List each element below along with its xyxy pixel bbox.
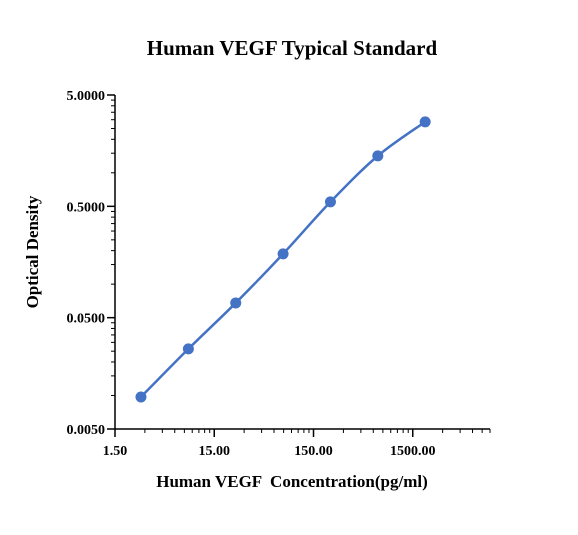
y-tick-label: 0.0050 <box>67 423 106 438</box>
point <box>182 343 194 355</box>
x-tick-label: 1.50 <box>103 444 128 459</box>
x-tick-label: 15.00 <box>199 444 231 459</box>
point <box>324 196 336 208</box>
y-axis-title: Optical Density <box>23 195 42 308</box>
point <box>135 391 147 403</box>
point <box>372 150 384 162</box>
x-axis-title: Human VEGF Concentration(pg/ml) <box>156 472 428 491</box>
x-tick-label: 150.00 <box>294 444 333 459</box>
chart-title: Human VEGF Typical Standard <box>147 36 438 60</box>
y-tick-label: 0.5000 <box>67 200 106 215</box>
point <box>277 248 289 260</box>
point <box>419 116 431 128</box>
point <box>230 297 242 309</box>
x-tick-label: 1500.00 <box>390 444 436 459</box>
y-tick-label: 5.0000 <box>67 89 106 104</box>
curve <box>140 120 426 398</box>
y-tick-label: 0.0500 <box>67 312 106 327</box>
